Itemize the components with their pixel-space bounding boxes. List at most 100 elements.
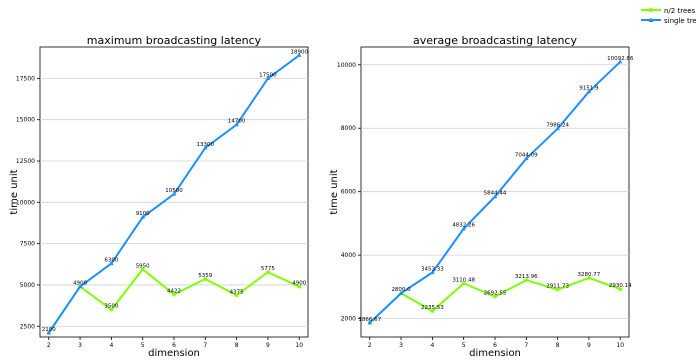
data-label-single-tree: 6300 <box>104 257 118 263</box>
data-point-n2-trees <box>430 309 435 313</box>
data-label-n2-trees: 3280.77 <box>578 272 601 278</box>
y-tick-label: 2500 <box>20 323 35 330</box>
x-tick-label: 10 <box>616 342 624 349</box>
grid-lines <box>361 64 629 319</box>
x-tick-label: 4 <box>430 342 434 349</box>
x-axis: 2 3 4 5 6 7 8 9 10 <box>368 337 624 349</box>
y-tick-label: 7500 <box>20 241 35 248</box>
x-tick-label: 8 <box>556 342 560 349</box>
data-label-n2-trees: 2800.0 <box>391 287 411 293</box>
y-tick-label: 8000 <box>341 125 356 132</box>
data-label-n2-trees: 1866.67 <box>358 317 381 323</box>
data-point-n2-trees <box>587 276 591 280</box>
x-tick-label: 7 <box>203 342 207 349</box>
data-label-single-tree: 5844.44 <box>484 191 507 197</box>
data-label-single-tree: 13300 <box>197 142 215 148</box>
data-label-single-tree: 17500 <box>259 72 277 78</box>
data-point-n2-trees <box>203 277 208 281</box>
x-tick-label: 6 <box>493 342 497 349</box>
series-lines <box>367 59 623 325</box>
data-point-single-tree <box>524 156 529 161</box>
data-point-single-tree <box>140 214 145 219</box>
x-tick-label: 2 <box>368 342 372 349</box>
x-tick-label: 9 <box>587 342 591 349</box>
data-point-n2-trees <box>555 287 560 292</box>
data-point-single-tree <box>398 290 404 295</box>
x-tick-label: 3 <box>399 342 403 349</box>
y-tick-label: 12500 <box>16 158 35 165</box>
data-point-single-tree <box>296 52 302 57</box>
x-tick-label: 2 <box>47 342 51 349</box>
data-label-n2-trees: 4900 <box>292 281 306 287</box>
data-point-n2-trees <box>109 307 114 312</box>
y-tick-label: 2000 <box>341 316 356 323</box>
legend-entry-single-tree: single tree <box>641 17 696 25</box>
data-label-single-tree: 10500 <box>165 188 183 194</box>
y-tick-label: 15000 <box>16 117 35 124</box>
data-point-single-tree <box>461 226 466 231</box>
y-tick-label: 6000 <box>341 189 356 196</box>
y-tick-label: 10000 <box>337 62 356 69</box>
legend-label: n/2 trees <box>664 7 696 15</box>
data-point-single-tree <box>234 122 239 127</box>
series-lines <box>46 52 302 335</box>
data-point-single-tree <box>430 270 435 275</box>
x-axis-label: dimension <box>469 348 521 359</box>
data-point-n2-trees <box>493 294 497 299</box>
data-label-n2-trees: 2100 <box>42 327 56 333</box>
legend-marker-circle-icon <box>649 8 653 12</box>
chart-title: average broadcasting latency <box>413 34 577 47</box>
data-label-n2-trees: 2911.73 <box>546 284 569 290</box>
x-tick-label: 5 <box>462 342 466 349</box>
data-label-single-tree: 18900 <box>290 49 308 55</box>
data-label-single-tree: 4832.26 <box>452 223 475 229</box>
data-label-n2-trees: 4375 <box>230 289 244 295</box>
data-label-n2-trees: 5950 <box>136 263 150 269</box>
x-axis: 2 3 4 5 6 7 8 9 10 <box>47 337 303 349</box>
y-axis-label: time unit <box>329 169 340 214</box>
legend-label: single tree <box>664 17 696 25</box>
data-label-n2-trees: 2930.14 <box>609 283 632 289</box>
data-label-n2-trees: 2692.55 <box>484 291 507 297</box>
x-axis-label: dimension <box>148 348 200 359</box>
data-point-n2-trees <box>172 292 176 297</box>
data-point-single-tree <box>265 75 271 80</box>
y-axis: 2000 4000 6000 8000 10000 <box>337 62 361 323</box>
x-tick-label: 8 <box>235 342 239 349</box>
x-tick-label: 6 <box>172 342 176 349</box>
data-label-single-tree: 7986.24 <box>546 123 569 129</box>
data-point-n2-trees <box>461 281 466 286</box>
data-point-n2-trees <box>234 293 239 298</box>
data-label-n2-trees: 4422 <box>167 288 181 294</box>
y-tick-label: 4000 <box>341 252 356 259</box>
chart-avg-latency: 2000 4000 6000 8000 10000 2 3 4 5 6 7 8 9 10 1866.67… <box>329 34 634 359</box>
data-point-single-tree <box>171 191 177 196</box>
data-label-single-tree: 9100 <box>136 211 150 217</box>
y-axis-label: time unit <box>9 169 20 214</box>
data-labels: 1866.67 2800.0 2235.53 3110.48 2692.55 3213.9… <box>358 56 633 323</box>
y-tick-label: 5000 <box>20 282 35 289</box>
legend-entry-n2-trees: n/2 trees <box>641 7 696 15</box>
data-point-n2-trees <box>297 284 302 289</box>
legend-marker-triangle-icon <box>648 17 654 22</box>
data-label-n2-trees: 3500 <box>104 304 118 310</box>
data-label-n2-trees: 3110.48 <box>452 277 475 283</box>
x-tick-label: 9 <box>266 342 270 349</box>
data-label-single-tree: 7044.09 <box>515 153 538 159</box>
data-label-single-tree: 14700 <box>228 119 246 125</box>
data-point-single-tree <box>555 126 560 131</box>
x-tick-label: 7 <box>524 342 528 349</box>
data-point-single-tree <box>492 194 498 199</box>
data-labels: 2100 4900 3500 5950 4422 5359 4375 5775 4900 6300… <box>42 49 309 333</box>
data-point-single-tree <box>617 59 623 64</box>
data-label-single-tree: 10092.86 <box>607 56 634 62</box>
legend: n/2 trees single tree <box>641 7 696 25</box>
data-label-n2-trees: 3213.96 <box>515 274 538 280</box>
grid-lines <box>40 77 308 327</box>
data-point-single-tree <box>46 330 52 335</box>
x-tick-label: 5 <box>141 342 145 349</box>
y-tick-label: 17500 <box>16 75 35 82</box>
chart-max-latency: 2500 5000 7500 10000 12500 15000 17500 2 3 4 5 6 7 8… <box>9 34 308 359</box>
data-point-n2-trees <box>524 278 529 282</box>
